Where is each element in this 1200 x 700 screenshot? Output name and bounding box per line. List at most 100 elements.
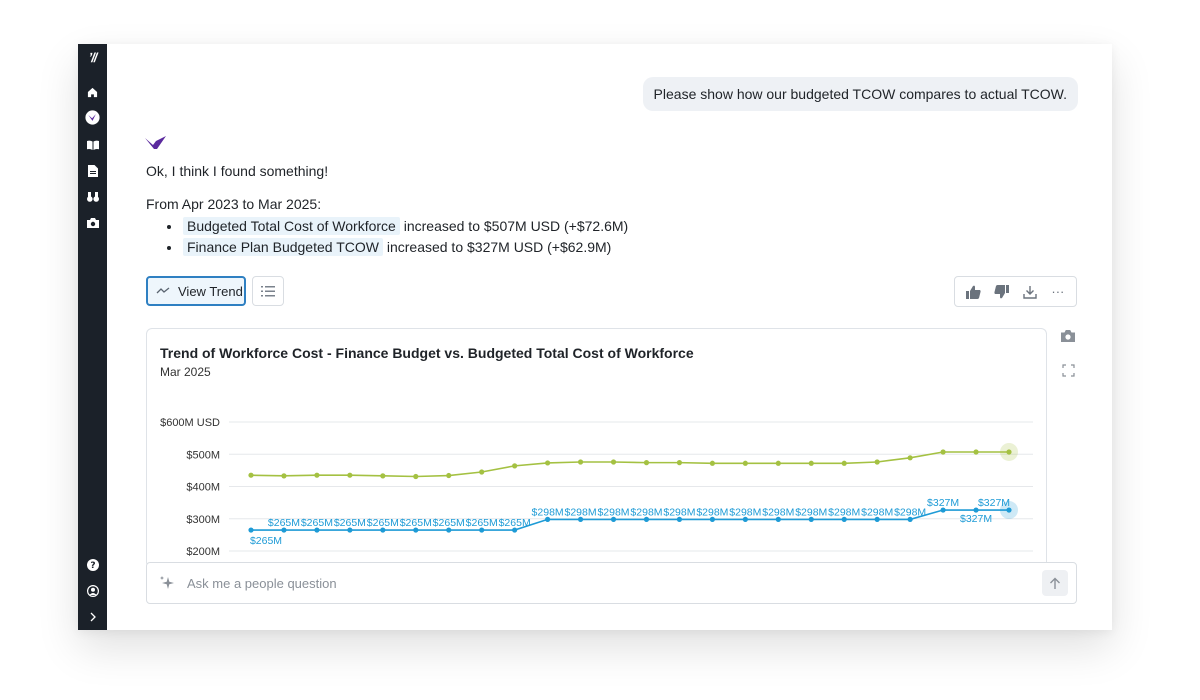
data-point [545,460,551,466]
binoculars-icon[interactable] [85,189,100,204]
expand-icon[interactable] [85,609,100,624]
data-point [577,516,584,522]
more-icon[interactable]: ··· [1051,284,1065,299]
data-label: $327M [960,513,992,525]
data-point [973,507,979,513]
thumbs-down-icon[interactable] [990,281,1012,303]
data-point [709,460,715,466]
svg-text:?: ? [90,561,95,571]
data-point [808,516,814,522]
data-point [808,460,814,466]
app-logo[interactable]: ʼ// [88,50,98,65]
data-point [643,460,650,466]
trend-icon [156,287,170,294]
app-window: ʼ// ? Please show how our budget [78,44,1112,630]
send-button[interactable] [1042,570,1068,596]
data-label: $265M [433,517,465,529]
metric-link[interactable]: Finance Plan Budgeted TCOW [183,238,383,256]
bot-intro: Ok, I think I found something! [146,163,329,179]
data-label: $298M [630,506,662,518]
chart-subtitle: Mar 2025 [160,365,211,379]
camera-icon[interactable] [1060,328,1076,344]
data-point [446,527,452,533]
data-point [1006,449,1012,455]
data-label: $265M [334,517,366,529]
chat-panel: Please show how our budgeted TCOW compar… [107,44,1112,630]
metric-link[interactable]: Budgeted Total Cost of Workforce [183,217,400,235]
data-label: $298M [597,506,629,518]
sidebar: ʼ// ? [78,44,107,630]
camera-icon[interactable] [85,215,100,230]
data-label: $265M [367,517,399,529]
data-label: $265M [499,517,531,529]
data-point [775,460,781,466]
insight-list: Budgeted Total Cost of Workforce increas… [163,216,628,258]
data-label: $298M [861,506,893,518]
user-message: Please show how our budgeted TCOW compar… [642,77,1078,111]
thumbs-up-icon[interactable] [962,281,984,303]
data-label: $298M [663,506,695,518]
chart-title: Trend of Workforce Cost - Finance Budget… [160,345,694,361]
data-label: $298M [828,506,860,518]
y-tick-label: $600M USD [160,417,220,429]
data-point [610,516,617,522]
view-trend-button[interactable]: View Trend [146,276,246,306]
feedback-toolbar: ··· [954,276,1077,307]
book-icon[interactable] [85,137,100,152]
data-point [973,449,979,455]
data-label: $298M [795,506,827,518]
data-label: $298M [565,506,597,518]
data-label: $298M [729,506,761,518]
download-icon[interactable] [1019,281,1041,303]
data-label: $298M [762,506,794,518]
assistant-icon[interactable] [85,110,100,125]
chart-plot: $600M USD$500M$400M$300M$200M$265M$265M $… [160,417,1033,558]
data-point [577,459,584,465]
list-item: Finance Plan Budgeted TCOW increased to … [163,237,628,258]
data-label: $298M [696,506,728,518]
data-point [610,459,617,465]
ask-input[interactable] [185,574,1042,592]
data-point [775,516,781,522]
data-point [940,449,946,455]
data-label: $265M [250,535,282,547]
data-point [742,460,748,466]
list-icon [261,285,275,296]
metric-change: increased to $507M USD (+$72.6M) [403,218,629,234]
data-point [676,460,683,466]
y-tick-label: $400M [186,482,220,494]
metric-change: increased to $327M USD (+$62.9M) [386,239,612,255]
data-point [479,527,485,533]
data-point [643,516,650,522]
data-point [479,469,485,475]
data-point [874,459,880,465]
data-point [907,455,913,461]
data-label: $327M [978,497,1010,509]
data-point [314,472,320,478]
document-icon[interactable] [85,163,100,178]
data-label: $298M [532,506,564,518]
home-icon[interactable] [85,85,100,100]
y-tick-label: $500M [186,449,220,461]
help-icon[interactable]: ? [85,557,100,572]
data-point [314,527,320,533]
data-point [940,507,946,513]
chart-card: Trend of Workforce Cost - Finance Budget… [146,328,1047,568]
data-point [248,472,254,478]
fullscreen-icon[interactable] [1060,362,1076,378]
data-label: $265M [268,517,300,529]
y-tick-label: $300M [186,514,220,526]
data-label: $327M [927,497,959,509]
series-line [251,509,1009,531]
list-view-button[interactable] [252,276,284,306]
data-point [841,460,847,466]
series-line [250,451,1009,478]
data-point [248,527,254,533]
data-label: $298M [894,506,926,518]
view-trend-label: View Trend [178,283,243,299]
profile-icon[interactable] [85,583,100,598]
ask-bar [146,562,1077,604]
data-point [446,472,452,479]
data-point [512,527,518,533]
data-point [512,463,518,469]
